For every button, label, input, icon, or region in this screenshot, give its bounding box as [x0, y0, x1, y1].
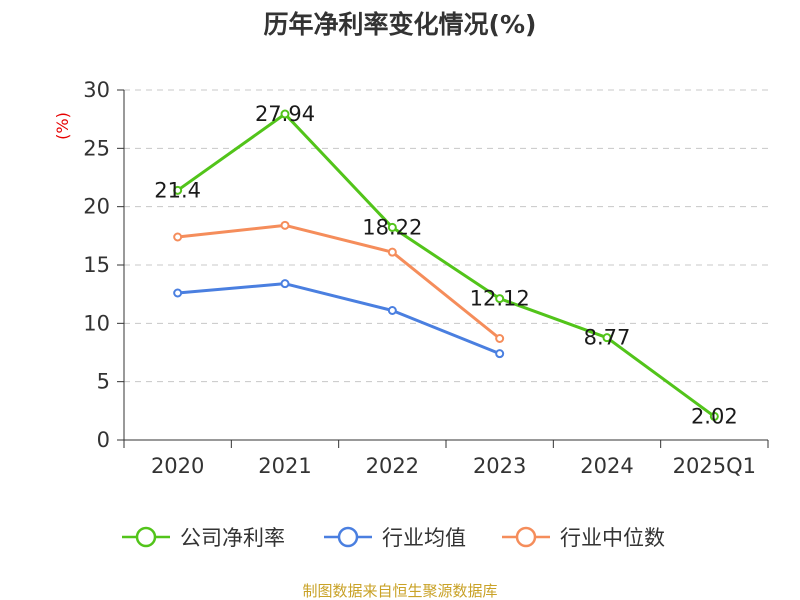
legend-label: 行业中位数 — [560, 526, 665, 550]
x-tick-label: 2025Q1 — [673, 454, 756, 478]
data-point — [602, 333, 612, 343]
x-tick-label: 2021 — [258, 454, 311, 478]
data-point — [173, 185, 183, 195]
y-tick-label: 5 — [97, 370, 110, 394]
axes: 0 5 10 15 20 25 30 2020 2021 2022 2023 2024 2025Q1 — [83, 78, 769, 478]
legend[interactable]: 公司净利率 行业均值 行业中位数 — [122, 526, 665, 550]
chart-title: 历年净利率变化情况(%) — [264, 10, 537, 39]
data-label: 27.94 — [255, 102, 315, 126]
data-point — [387, 247, 397, 257]
data-label: 21.4 — [154, 178, 201, 202]
data-point — [495, 349, 505, 359]
y-tick-label: 10 — [83, 311, 110, 335]
data-point — [495, 294, 505, 304]
legend-marker — [515, 526, 537, 548]
data-labels: 21.4 27.94 18.22 12.12 8.77 2.02 — [154, 102, 737, 428]
legend-item-1[interactable]: 行业均值 — [324, 526, 466, 550]
data-point — [387, 306, 397, 315]
x-tick-label: 2023 — [473, 454, 526, 478]
source-note: 制图数据来自恒生聚源数据库 — [302, 582, 497, 600]
y-tick-label: 25 — [83, 136, 110, 160]
grid-lines — [124, 89, 768, 383]
data-label: 2.02 — [691, 404, 738, 428]
series-group — [173, 109, 719, 421]
series-line-0 — [176, 112, 716, 418]
legend-marker — [337, 526, 359, 548]
series-line-1 — [177, 282, 501, 356]
data-point — [173, 232, 183, 242]
x-tick-label: 2024 — [580, 454, 633, 478]
series-line-2 — [177, 223, 501, 340]
y-tick-label: 15 — [83, 253, 110, 277]
data-label: 8.77 — [584, 326, 631, 350]
y-axis-unit-label: (%) — [53, 112, 72, 140]
y-tick-label: 0 — [97, 428, 110, 452]
data-point — [280, 279, 290, 289]
data-point — [173, 288, 183, 298]
data-point — [495, 334, 505, 343]
legend-item-0[interactable]: 公司净利率 — [122, 526, 285, 550]
y-tick-label: 30 — [83, 78, 110, 102]
data-point — [709, 411, 719, 421]
x-tick-label: 2022 — [366, 454, 419, 478]
legend-label: 公司净利率 — [180, 526, 285, 550]
y-tick-label: 20 — [83, 195, 110, 219]
data-label: 12.12 — [470, 287, 530, 311]
data-label: 18.22 — [362, 215, 422, 239]
x-tick-label: 2020 — [151, 454, 204, 478]
legend-label: 行业均值 — [382, 526, 466, 550]
legend-item-2[interactable]: 行业中位数 — [502, 526, 665, 550]
data-point — [387, 222, 397, 232]
data-point — [280, 109, 290, 119]
legend-marker — [135, 526, 157, 548]
data-point — [280, 220, 290, 230]
